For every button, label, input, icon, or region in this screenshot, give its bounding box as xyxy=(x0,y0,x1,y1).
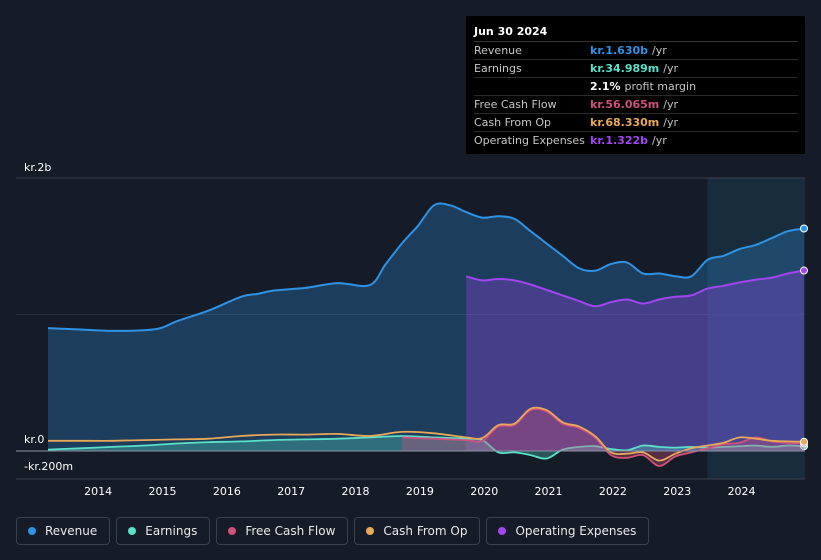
x-tick-label: 2018 xyxy=(342,485,370,498)
tooltip-row-profit-margin: 2.1% profit margin xyxy=(474,78,798,96)
series-line-operating-expenses xyxy=(465,269,805,308)
legend-label: Earnings xyxy=(145,524,198,538)
series-line-free-cash-flow xyxy=(401,407,805,467)
series-area-revenue xyxy=(48,203,804,451)
tooltip-unit: /yr xyxy=(652,134,667,147)
tooltip-unit: /yr xyxy=(663,98,679,111)
series-endpoint-revenue xyxy=(800,224,808,233)
tooltip-value: kr.56.065m xyxy=(590,98,660,111)
legend-label: Cash From Op xyxy=(383,524,468,538)
legend-item-revenue[interactable]: Revenue xyxy=(16,517,111,545)
tooltip-row-revenue: Revenue kr.1.630b /yr xyxy=(474,42,798,60)
legend-dot-icon xyxy=(366,527,375,535)
legend-label: Revenue xyxy=(45,524,98,538)
x-tick-label: 2020 xyxy=(470,485,498,498)
tooltip: Jun 30 2024 Revenue kr.1.630b /yr Earnin… xyxy=(466,16,805,154)
x-tick-label: 2017 xyxy=(277,485,305,498)
series-line-cash-from-op xyxy=(48,406,805,462)
tooltip-label: Free Cash Flow xyxy=(474,98,557,111)
tooltip-unit: /yr xyxy=(652,44,667,57)
legend-dot-icon xyxy=(228,527,237,535)
x-tick-label: 2014 xyxy=(84,485,112,498)
tooltip-row-free-cash-flow: Free Cash Flow kr.56.065m /yr xyxy=(474,96,798,114)
legend-label: Free Cash Flow xyxy=(245,524,336,538)
tooltip-row-cash-from-op: Cash From Op kr.68.330m /yr xyxy=(474,114,798,132)
tooltip-label: Operating Expenses xyxy=(474,134,585,147)
tooltip-label: Cash From Op xyxy=(474,116,552,129)
x-tick-label: 2015 xyxy=(149,485,177,498)
tooltip-value: kr.1.630b xyxy=(590,44,649,57)
series-line-revenue xyxy=(47,202,805,332)
x-tick-label: 2022 xyxy=(599,485,627,498)
legend-item-operating-expenses[interactable]: Operating Expenses xyxy=(486,517,650,545)
tooltip-label: Earnings xyxy=(474,62,522,75)
legend-label: Operating Expenses xyxy=(515,524,637,538)
series-layer xyxy=(47,202,808,467)
legend-item-free-cash-flow[interactable]: Free Cash Flow xyxy=(216,517,349,545)
series-endpoint-cash-from-op xyxy=(800,437,808,446)
series-area-operating-expenses xyxy=(466,270,804,451)
tooltip-label: Revenue xyxy=(474,44,522,57)
y-label-zero: kr.0 xyxy=(24,433,44,446)
tooltip-row-earnings: Earnings kr.34.989m /yr xyxy=(474,60,798,78)
legend-item-earnings[interactable]: Earnings xyxy=(116,517,211,545)
x-tick-label: 2021 xyxy=(535,485,563,498)
x-tick-label: 2019 xyxy=(406,485,434,498)
x-tick-label: 2023 xyxy=(663,485,691,498)
forecast-highlight xyxy=(707,178,805,479)
tooltip-unit: /yr xyxy=(663,62,679,75)
legend-dot-icon xyxy=(498,527,507,535)
series-endpoint-operating-expenses xyxy=(800,266,808,275)
legend-dot-icon xyxy=(128,527,137,535)
tooltip-row-operating-expenses: Operating Expenses kr.1.322b /yr xyxy=(474,132,798,149)
x-tick-label: 2016 xyxy=(213,485,241,498)
tooltip-value: kr.34.989m xyxy=(590,62,660,75)
y-label-bottom: -kr.200m xyxy=(24,460,73,473)
legend-dot-icon xyxy=(28,527,36,535)
tooltip-value: 2.1% xyxy=(590,80,621,93)
y-label-top: kr.2b xyxy=(24,161,51,174)
tooltip-label xyxy=(474,78,590,95)
tooltip-value: kr.1.322b xyxy=(590,134,649,147)
tooltip-date: Jun 30 2024 xyxy=(474,23,798,42)
x-tick-label: 2024 xyxy=(728,485,756,498)
legend: Revenue Earnings Free Cash Flow Cash Fro… xyxy=(16,517,650,545)
tooltip-unit: profit margin xyxy=(624,80,697,93)
tooltip-value: kr.68.330m xyxy=(590,116,660,129)
x-axis: 2014 2015 2016 2017 2018 2019 2020 2021 2022 2023… xyxy=(84,485,755,498)
tooltip-unit: /yr xyxy=(663,116,679,129)
legend-item-cash-from-op[interactable]: Cash From Op xyxy=(354,517,481,545)
